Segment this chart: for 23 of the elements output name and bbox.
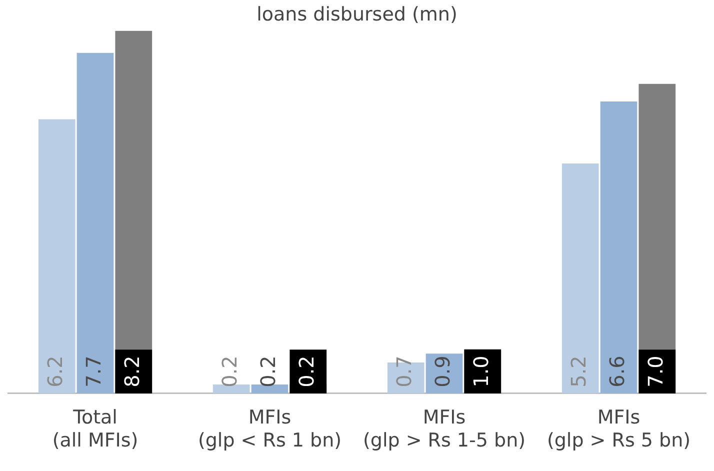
data-label: 0.7 xyxy=(392,356,416,388)
x-tick-label: Total (all MFIs) xyxy=(52,406,138,452)
bar xyxy=(600,102,638,394)
chart-title: loans disbursed (mn) xyxy=(256,3,458,26)
data-label: 8.2 xyxy=(120,356,144,388)
data-label: 6.6 xyxy=(604,356,629,388)
bar xyxy=(38,119,76,394)
x-tick-label: MFIs (glp > Rs 5 bn) xyxy=(546,406,691,452)
x-tick-label: MFIs (glp < Rs 1 bn) xyxy=(198,406,342,452)
data-label: 0.2 xyxy=(256,356,280,388)
bar xyxy=(76,52,114,394)
data-label: 1.0 xyxy=(468,356,493,388)
bar xyxy=(212,384,250,394)
x-tick-label: MFIs (glp > Rs 1-5 bn) xyxy=(362,406,526,452)
data-label: 5.2 xyxy=(566,356,591,388)
data-label: 0.9 xyxy=(430,356,454,388)
data-label: 7.0 xyxy=(643,356,668,388)
data-label: 7.7 xyxy=(81,356,106,388)
data-label: 0.2 xyxy=(218,356,242,388)
data-label: 0.2 xyxy=(294,356,318,388)
bar xyxy=(562,163,599,394)
bar xyxy=(251,384,288,394)
data-label: 6.2 xyxy=(43,356,68,388)
